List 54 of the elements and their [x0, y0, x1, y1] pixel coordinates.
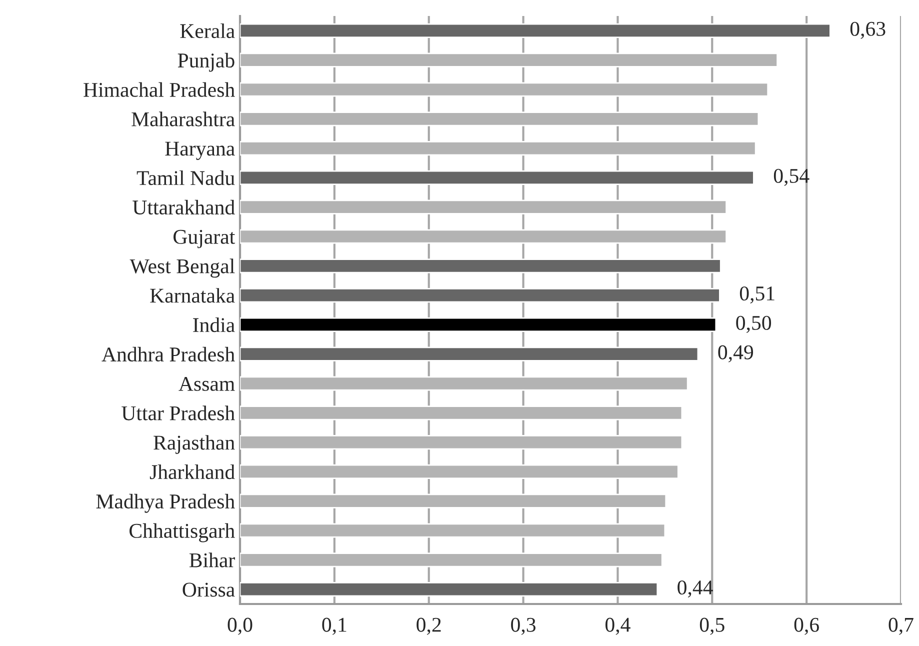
y-tick-label: Rajasthan [154, 435, 235, 454]
bar [240, 200, 727, 214]
y-tick-label: Jharkhand [150, 464, 235, 480]
x-tick-label: 0,0 [228, 618, 252, 635]
y-tick-label: Tamil Nadu [136, 170, 235, 186]
bar [240, 523, 666, 538]
y-tick-label: Assam [178, 376, 235, 391]
x-tick-label: 0,5 [700, 618, 724, 635]
y-tick-label: Karnataka [150, 288, 235, 303]
x-tick-label: 0,6 [794, 618, 819, 635]
y-tick-label: Orissa [182, 582, 235, 597]
y-tick-label: Bihar [189, 552, 235, 568]
y-tick-label: Chhattisgarh [130, 523, 235, 542]
y-tick-label: West Bengal [130, 258, 235, 278]
y-tick-label: Gujarat [174, 230, 236, 248]
bar [240, 258, 722, 274]
bar [240, 23, 831, 38]
y-tick-label: Haryana [165, 142, 235, 160]
y-tick-label: Uttar Pradesh [122, 406, 235, 420]
y-tick-label: Punjab [178, 52, 234, 72]
bar [240, 346, 699, 362]
bar [240, 434, 683, 450]
bar [240, 494, 667, 508]
data-label: 0,63 [850, 22, 886, 39]
bar [240, 52, 778, 68]
y-tick-label: Maharashtra [132, 112, 235, 126]
y-tick-label: Kerala [180, 23, 235, 38]
y-tick-label: Andhra Pradesh [102, 346, 235, 362]
x-tick-label: 0,3 [511, 618, 536, 635]
data-label: 0,50 [736, 316, 772, 333]
bar [240, 406, 683, 420]
y-tick-label: India [193, 317, 235, 332]
data-label: 0,51 [740, 286, 774, 304]
bar [240, 582, 658, 597]
bar [240, 170, 754, 186]
bar [240, 112, 760, 126]
bar [240, 376, 688, 391]
bar [240, 464, 679, 480]
y-tick-label: Uttarakhand [132, 200, 235, 215]
data-label: 0,49 [718, 345, 754, 362]
x-tick-label: 0,4 [605, 618, 630, 635]
bar [240, 140, 756, 156]
data-label: 0,54 [774, 168, 810, 186]
bar [240, 229, 727, 244]
y-tick-label: Himachal Pradesh [84, 82, 235, 97]
y-tick-label: Madhya Pradesh [96, 494, 235, 513]
bar [240, 288, 720, 303]
bar [240, 317, 717, 332]
x-tick-label: 0,7 [888, 618, 914, 635]
x-tick-label: 0,2 [416, 618, 441, 635]
data-label: 0,44 [678, 580, 713, 598]
bar [240, 82, 769, 97]
bar [240, 552, 663, 568]
x-tick-label: 0,1 [322, 618, 346, 635]
